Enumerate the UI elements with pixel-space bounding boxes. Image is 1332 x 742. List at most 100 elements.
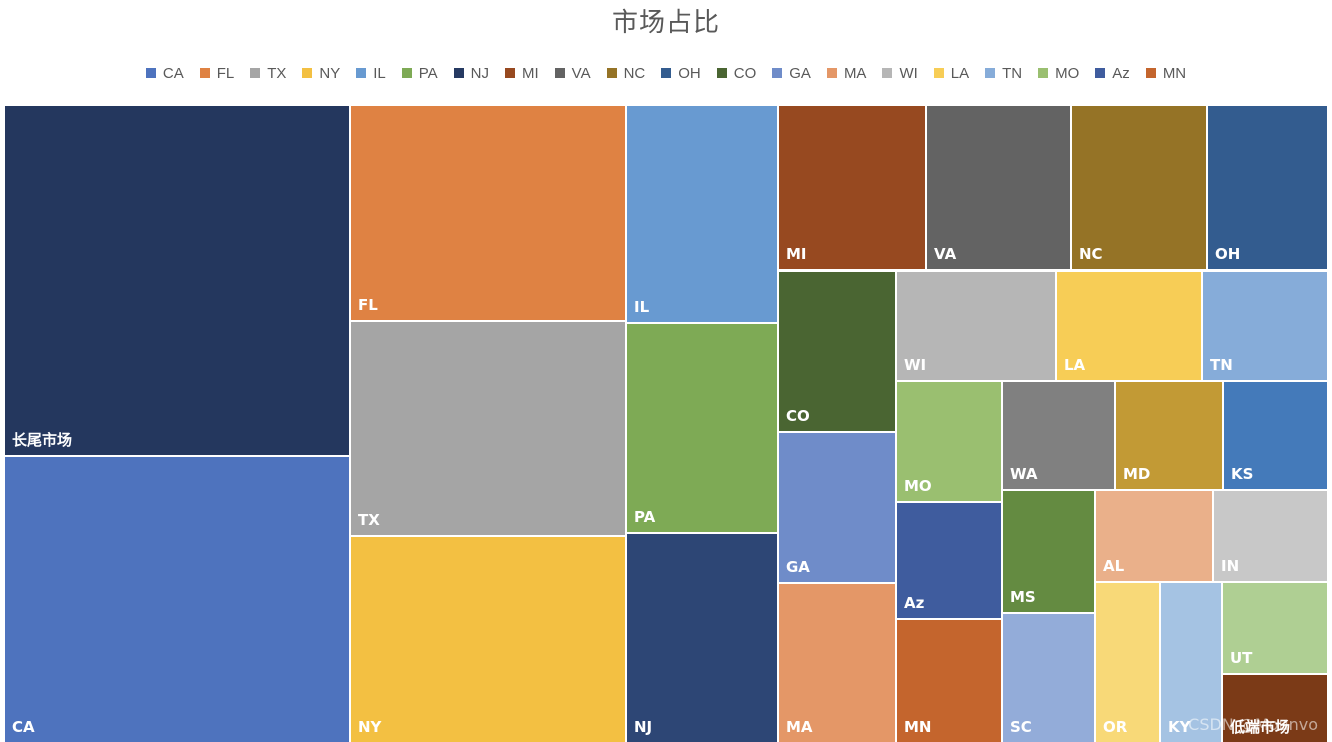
legend-item-nc[interactable]: NC bbox=[606, 64, 646, 82]
legend-swatch bbox=[716, 68, 727, 78]
legend-item-ma[interactable]: MA bbox=[826, 64, 867, 82]
treemap-tile-wi[interactable] bbox=[897, 272, 1055, 380]
treemap-tile-label-ca: CA bbox=[12, 718, 35, 736]
treemap-tile-fl[interactable] bbox=[351, 106, 625, 320]
legend-swatch bbox=[250, 68, 261, 78]
treemap-tile-label-wa: WA bbox=[1010, 465, 1038, 483]
treemap-tile-mi[interactable] bbox=[779, 106, 925, 269]
treemap-tile-ut[interactable] bbox=[1223, 583, 1327, 673]
treemap-tile-co[interactable] bbox=[779, 272, 895, 431]
legend-swatch bbox=[401, 68, 412, 78]
legend-item-tn[interactable]: TN bbox=[985, 65, 1022, 82]
legend-label: TX bbox=[267, 64, 287, 82]
treemap-tile-or[interactable] bbox=[1096, 583, 1159, 742]
treemap-tile-nc[interactable] bbox=[1072, 106, 1206, 269]
legend-item-mo[interactable]: MO bbox=[1038, 65, 1079, 82]
legend-label: VA bbox=[571, 64, 591, 82]
legend-swatch bbox=[826, 68, 837, 78]
legend-item-co[interactable]: CO bbox=[716, 64, 757, 82]
treemap-tile-tn[interactable] bbox=[1203, 272, 1327, 380]
treemap-tile-label-mo: MO bbox=[904, 477, 932, 495]
legend-item-ca[interactable]: CA bbox=[145, 65, 184, 82]
legend-label: MO bbox=[1055, 64, 1080, 82]
treemap-tile-la[interactable] bbox=[1057, 272, 1201, 380]
legend-item-oh[interactable]: OH bbox=[661, 65, 701, 82]
treemap-tile-label-low-end: 低端市场 bbox=[1229, 718, 1290, 736]
treemap-tile-label-long-tail: 长尾市场 bbox=[12, 431, 72, 449]
legend-label: OH bbox=[678, 64, 701, 82]
treemap-tile-ms[interactable] bbox=[1003, 491, 1094, 612]
treemap-tile-label-tn: TN bbox=[1210, 356, 1233, 374]
legend-label: FL bbox=[216, 64, 235, 82]
treemap-tile-label-ms: MS bbox=[1010, 588, 1036, 606]
treemap-tile-md[interactable] bbox=[1116, 382, 1222, 489]
treemap-tile-label-ga: GA bbox=[786, 558, 810, 576]
legend-item-ny[interactable]: NY bbox=[302, 65, 340, 82]
treemap-tile-ky[interactable] bbox=[1161, 583, 1221, 742]
treemap-tile-label-wi: WI bbox=[904, 356, 926, 374]
treemap-tile-ca[interactable] bbox=[5, 457, 349, 742]
treemap-tile-pa[interactable] bbox=[627, 324, 777, 532]
legend-item-az[interactable]: Az bbox=[1095, 65, 1130, 82]
treemap-tile-ny[interactable] bbox=[351, 537, 625, 742]
legend-label: IL bbox=[373, 64, 386, 82]
legend-label: MA bbox=[843, 64, 867, 82]
treemap-tile-label-in: IN bbox=[1221, 557, 1239, 575]
treemap-tile-label-or: OR bbox=[1103, 718, 1128, 736]
legend-item-pa[interactable]: PA bbox=[401, 65, 438, 82]
treemap-tile-oh[interactable] bbox=[1208, 106, 1327, 269]
treemap-tile-label-ks: KS bbox=[1231, 465, 1253, 483]
legend-swatch bbox=[772, 68, 783, 78]
treemap-tile-label-ky: KY bbox=[1168, 718, 1192, 736]
treemap-tile-va[interactable] bbox=[927, 106, 1070, 269]
treemap-tile-ks[interactable] bbox=[1224, 382, 1327, 489]
legend-label: NY bbox=[319, 64, 341, 82]
legend-label: MI bbox=[522, 64, 539, 82]
treemap-tile-label-pa: PA bbox=[634, 508, 656, 526]
treemap-tile-low-end[interactable] bbox=[1223, 675, 1327, 742]
legend-swatch bbox=[933, 68, 944, 78]
treemap-tile-label-ut: UT bbox=[1230, 649, 1253, 667]
legend-swatch bbox=[606, 68, 617, 78]
legend-item-il[interactable]: IL bbox=[356, 65, 386, 82]
legend-item-ga[interactable]: GA bbox=[772, 65, 811, 82]
legend-item-nj[interactable]: NJ bbox=[453, 65, 489, 82]
treemap-tile-tx[interactable] bbox=[351, 322, 625, 535]
treemap-tile-label-al: AL bbox=[1103, 557, 1125, 575]
treemap-tile-il[interactable] bbox=[627, 106, 777, 322]
legend-label: CO bbox=[733, 64, 757, 82]
legend-swatch bbox=[554, 68, 565, 78]
treemap-tile-label-tx: TX bbox=[358, 511, 380, 529]
legend-item-mn[interactable]: MN bbox=[1145, 64, 1187, 82]
legend-swatch bbox=[882, 68, 893, 78]
treemap-tile-label-la: LA bbox=[1064, 356, 1086, 374]
legend-swatch bbox=[302, 68, 313, 78]
legend-item-la[interactable]: LA bbox=[933, 65, 969, 82]
treemap-tile-sc[interactable] bbox=[1003, 614, 1094, 742]
treemap-tile-nj[interactable] bbox=[627, 534, 777, 742]
treemap-tile-in[interactable] bbox=[1214, 491, 1327, 581]
legend-swatch bbox=[199, 68, 210, 78]
legend-item-tx[interactable]: TX bbox=[250, 65, 286, 82]
treemap-tile-mn[interactable] bbox=[897, 620, 1001, 742]
legend-label: MN bbox=[1162, 64, 1187, 82]
treemap-tile-label-fl: FL bbox=[358, 296, 378, 314]
treemap-tile-wa[interactable] bbox=[1003, 382, 1114, 489]
legend-item-fl[interactable]: FL bbox=[199, 64, 235, 82]
treemap-tile-label-ma: MA bbox=[786, 718, 813, 736]
treemap-tile-al[interactable] bbox=[1096, 491, 1212, 581]
treemap-tile-label-il: IL bbox=[634, 298, 650, 316]
treemap-tile-ga[interactable] bbox=[779, 433, 895, 582]
treemap-tile-label-md: MD bbox=[1123, 465, 1150, 483]
treemap-tile-az[interactable] bbox=[897, 503, 1001, 618]
treemap-tile-ma[interactable] bbox=[779, 584, 895, 742]
legend-swatch bbox=[985, 68, 996, 78]
legend-label: NC bbox=[623, 64, 646, 82]
treemap-tile-label-az: Az bbox=[904, 594, 925, 612]
treemap-tile-mo[interactable] bbox=[897, 382, 1001, 501]
treemap-tile-long-tail[interactable] bbox=[5, 106, 349, 455]
legend-item-va[interactable]: VA bbox=[554, 64, 591, 82]
legend-item-wi[interactable]: WI bbox=[882, 65, 918, 82]
treemap-tile-label-ny: NY bbox=[358, 718, 383, 736]
legend-item-mi[interactable]: MI bbox=[505, 65, 539, 82]
